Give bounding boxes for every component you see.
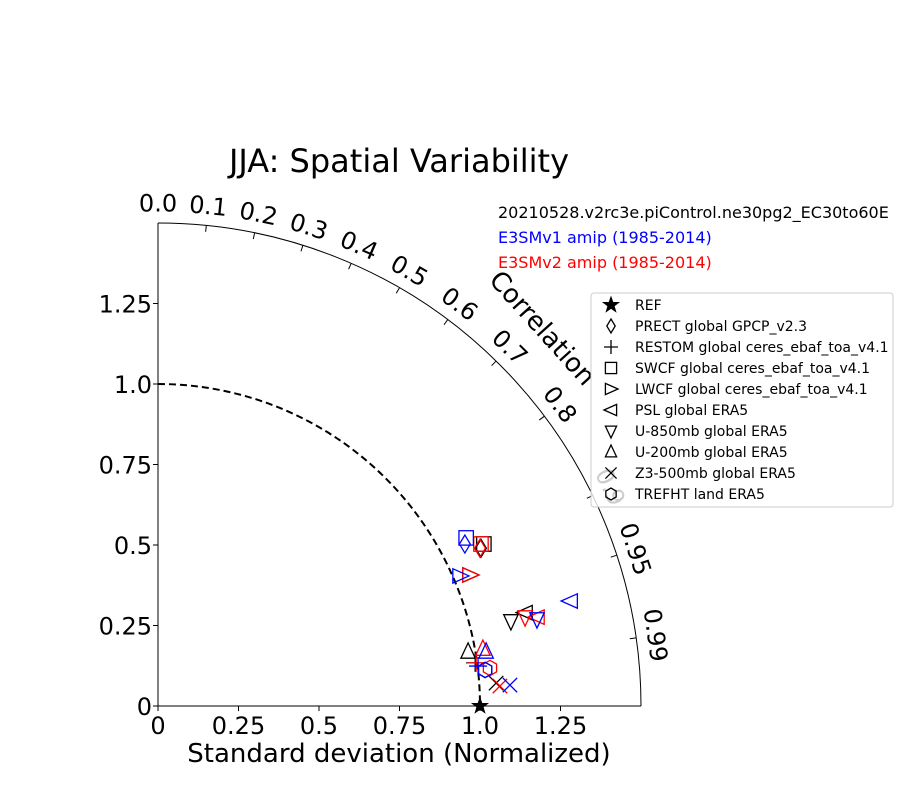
point-u-200mb-black bbox=[459, 641, 477, 659]
legend-diamond-icon bbox=[606, 317, 616, 335]
legend-label: PSL global ERA5 bbox=[635, 403, 748, 419]
y-tick-label: 0.5 bbox=[114, 532, 152, 560]
axes: 0 0.25 0.5 0.75 1.0 1.25 0 0.25 0.5 0.75 1.0 1.25 bbox=[99, 222, 642, 740]
y-tick-label: 0.25 bbox=[99, 613, 152, 641]
legend-label: SWCF global ceres_ebaf_toa_v4.1 bbox=[635, 361, 870, 377]
point-u-850mb-black bbox=[502, 614, 520, 632]
y-tick-label: 0 bbox=[137, 693, 152, 721]
legend-triangle-up-icon bbox=[604, 443, 618, 458]
point-z3-500mb-black bbox=[488, 675, 504, 691]
legend-hexagon-icon bbox=[605, 487, 617, 501]
correlation-tick-label: 0.1 bbox=[188, 190, 229, 222]
point-lwcf-black bbox=[462, 566, 481, 584]
correlation-tick bbox=[491, 360, 497, 367]
series-labels: 20210528.v2rc3e.piControl.ne30pg2_EC30to… bbox=[498, 203, 889, 272]
correlation-tick bbox=[629, 637, 637, 640]
point-lwcf-blue bbox=[452, 567, 471, 585]
correlation-tick bbox=[348, 263, 352, 270]
legend-star-icon bbox=[601, 295, 621, 313]
correlation-tick bbox=[610, 554, 618, 558]
legend-triangle-right-icon bbox=[604, 382, 620, 396]
point-psl-red bbox=[526, 608, 545, 626]
series-label: 20210528.v2rc3e.piControl.ne30pg2_EC30to… bbox=[498, 203, 889, 223]
point-u-850mb-red bbox=[516, 610, 534, 628]
correlation-tick-label: 0.0 bbox=[139, 190, 177, 218]
legend: REF PRECT global GPCP_v2.3 RESTOM global c… bbox=[590, 292, 894, 508]
y-tick-label: 0.75 bbox=[99, 452, 152, 480]
legend-label: RESTOM global ceres_ebaf_toa_v4.1 bbox=[635, 340, 889, 356]
correlation-tick bbox=[300, 245, 304, 252]
legend-label: REF bbox=[635, 298, 662, 314]
correlation-tick bbox=[395, 287, 400, 294]
point-prect-red bbox=[473, 537, 487, 559]
x-tick-label: 0.25 bbox=[212, 712, 265, 740]
legend-box bbox=[590, 292, 894, 508]
legend-label: U-200mb global ERA5 bbox=[635, 445, 788, 461]
legend-square-icon bbox=[604, 361, 618, 375]
correlation-tick bbox=[205, 225, 207, 232]
x-tick-label: 0 bbox=[150, 712, 165, 740]
x-tick-label: 1.25 bbox=[534, 712, 587, 740]
point-u-200mb-blue bbox=[477, 641, 495, 659]
y-tick-label: 1.25 bbox=[99, 291, 152, 319]
correlation-tick-label: 0.5 bbox=[386, 249, 433, 292]
point-u-850mb-blue bbox=[528, 612, 546, 630]
point-u-200mb-red bbox=[474, 638, 492, 656]
point-trefht-red bbox=[482, 659, 498, 677]
point-psl-blue bbox=[559, 592, 579, 610]
legend-label: U-850mb global ERA5 bbox=[635, 424, 788, 440]
legend-x-icon bbox=[604, 466, 618, 480]
point-z3-500mb-blue bbox=[502, 677, 518, 693]
series-label: E3SMv1 amip (1985-2014) bbox=[498, 228, 712, 247]
point-lwcf-red bbox=[462, 566, 481, 584]
series-label: E3SMv2 amip (1985-2014) bbox=[498, 253, 712, 272]
data-points bbox=[452, 530, 579, 714]
ref-star-point bbox=[470, 696, 490, 714]
y-tick-label: 1.0 bbox=[114, 371, 152, 399]
legend-label: Z3-500mb global ERA5 bbox=[635, 466, 796, 482]
point-restom-red bbox=[467, 653, 486, 672]
correlation-tick-label: 0.3 bbox=[286, 208, 331, 246]
correlation-tick-label: 0.99 bbox=[638, 607, 673, 664]
correlation-tick bbox=[252, 232, 256, 240]
correlation-tick-label: 0.6 bbox=[436, 281, 483, 326]
legend-label: TREFHT land ERA5 bbox=[634, 487, 765, 503]
reference-std-arc bbox=[157, 383, 481, 707]
point-prect-blue bbox=[458, 533, 472, 555]
legend-triangle-down-icon bbox=[604, 425, 618, 440]
legend-label: PRECT global GPCP_v2.3 bbox=[635, 319, 807, 335]
x-axis-label: Standard deviation (Normalized) bbox=[187, 739, 610, 769]
x-tick-label: 0.5 bbox=[300, 712, 338, 740]
x-tick-label: 0.75 bbox=[373, 712, 426, 740]
outer-arc bbox=[157, 222, 642, 707]
legend-label: LWCF global ceres_ebaf_toa_v4.1 bbox=[635, 382, 868, 398]
correlation-tick-label: 0.95 bbox=[614, 519, 657, 579]
correlation-tick-label: 0.2 bbox=[237, 196, 280, 231]
legend-triangle-left-icon bbox=[602, 403, 618, 417]
point-swcf-blue bbox=[458, 530, 475, 546]
legend-plus-icon bbox=[604, 340, 618, 354]
x-tick-label: 1.0 bbox=[461, 712, 499, 740]
point-trefht-blue bbox=[477, 661, 493, 679]
correlation-tick bbox=[538, 415, 545, 421]
correlation-tick bbox=[443, 319, 449, 326]
point-prect-black bbox=[474, 537, 488, 559]
chart-title: JJA: Spatial Variability bbox=[227, 142, 569, 180]
